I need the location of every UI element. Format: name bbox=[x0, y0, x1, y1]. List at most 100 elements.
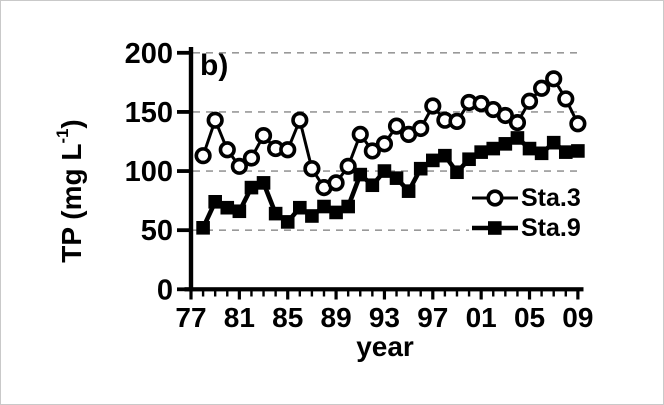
y-tick-label: 50 bbox=[141, 215, 173, 247]
x-axis-line bbox=[184, 287, 584, 292]
x-tick bbox=[540, 291, 543, 297]
x-tick-label: 09 bbox=[562, 302, 593, 333]
data-point-filled-square bbox=[546, 135, 561, 150]
data-point-open-circle bbox=[303, 160, 321, 178]
data-point-open-circle bbox=[242, 149, 261, 167]
legend-item-sta9: Sta.9 bbox=[471, 214, 581, 242]
y-axis-title-text: TP (mg L bbox=[56, 143, 88, 263]
data-point-filled-square bbox=[377, 164, 392, 178]
x-tick bbox=[443, 291, 447, 297]
data-point-open-circle bbox=[363, 142, 381, 160]
data-point-open-circle bbox=[387, 117, 406, 135]
x-tick-label: 05 bbox=[514, 302, 545, 333]
data-point-open-circle bbox=[533, 79, 551, 97]
x-tick bbox=[431, 291, 435, 300]
data-point-filled-square bbox=[498, 137, 513, 151]
y-tick-label: 100 bbox=[125, 156, 173, 188]
data-point-filled-square bbox=[558, 145, 573, 159]
data-point-open-circle bbox=[545, 70, 563, 88]
data-point-filled-square bbox=[462, 152, 476, 167]
x-tick-label: 93 bbox=[369, 302, 400, 333]
x-tick bbox=[213, 291, 217, 297]
data-point-open-circle bbox=[508, 113, 527, 132]
data-point-filled-square bbox=[196, 221, 210, 235]
data-point-open-circle bbox=[194, 147, 212, 165]
legend: Sta.3 Sta.9 bbox=[469, 183, 583, 243]
x-tick bbox=[576, 291, 580, 300]
data-point-filled-square bbox=[522, 141, 537, 156]
x-tick bbox=[467, 291, 471, 297]
x-tick-label: 77 bbox=[175, 302, 206, 333]
x-tick-label: 81 bbox=[224, 302, 255, 333]
data-point-filled-square bbox=[305, 209, 319, 223]
x-tick bbox=[516, 291, 519, 297]
x-tick-label: 97 bbox=[417, 302, 448, 333]
x-tick bbox=[359, 291, 362, 297]
data-point-open-circle bbox=[351, 125, 369, 143]
data-point-filled-square bbox=[280, 215, 295, 229]
y-tick bbox=[177, 287, 189, 292]
data-point-open-circle bbox=[569, 115, 587, 133]
x-tick bbox=[395, 291, 398, 297]
x-tick bbox=[504, 291, 507, 297]
data-point-filled-square bbox=[486, 141, 501, 156]
legend-label-sta3: Sta.3 bbox=[521, 184, 581, 212]
data-point-filled-square bbox=[293, 200, 307, 215]
data-point-filled-square bbox=[438, 148, 452, 163]
x-tick bbox=[226, 291, 229, 297]
data-point-open-circle bbox=[448, 112, 466, 130]
y-tick-label: 0 bbox=[157, 274, 173, 306]
data-point-filled-square bbox=[534, 146, 549, 161]
x-tick bbox=[310, 291, 314, 297]
data-point-filled-square bbox=[510, 131, 525, 145]
x-tick bbox=[262, 291, 265, 297]
y-tick bbox=[177, 110, 189, 114]
x-tick bbox=[419, 291, 422, 297]
x-tick bbox=[346, 291, 350, 297]
data-point-filled-square bbox=[256, 176, 271, 190]
x-tick bbox=[492, 291, 495, 297]
data-point-filled-square bbox=[426, 153, 440, 168]
data-point-filled-square bbox=[365, 178, 380, 193]
panel-label: b) bbox=[200, 49, 229, 82]
x-tick bbox=[552, 291, 555, 297]
x-tick bbox=[334, 291, 338, 300]
x-tick-label: 89 bbox=[321, 302, 352, 333]
data-point-open-circle bbox=[230, 157, 248, 175]
x-tick bbox=[274, 291, 277, 297]
data-point-open-circle bbox=[375, 135, 394, 153]
y-axis-title: TP (mg L-1) bbox=[53, 119, 88, 263]
x-tick bbox=[322, 291, 326, 297]
data-point-filled-square bbox=[329, 205, 343, 220]
y-tick bbox=[177, 228, 189, 233]
data-point-open-circle bbox=[412, 119, 430, 138]
data-point-filled-square bbox=[353, 167, 368, 182]
data-point-filled-square bbox=[220, 200, 235, 215]
x-tick bbox=[479, 291, 483, 300]
x-tick bbox=[189, 291, 193, 300]
data-point-open-circle bbox=[520, 92, 539, 110]
data-point-open-circle bbox=[218, 141, 236, 159]
legend-item-sta3: Sta.3 bbox=[471, 184, 581, 212]
legend-label-sta9: Sta.9 bbox=[521, 214, 581, 242]
x-tick bbox=[237, 291, 241, 300]
data-point-filled-square bbox=[413, 161, 428, 176]
data-point-open-circle bbox=[339, 157, 357, 175]
data-point-filled-square bbox=[341, 199, 355, 214]
data-point-open-circle bbox=[291, 111, 309, 129]
data-point-filled-square bbox=[401, 184, 416, 198]
y-axis-line bbox=[188, 47, 194, 292]
x-tick-label: 85 bbox=[272, 302, 303, 333]
data-point-filled-square bbox=[450, 165, 464, 180]
x-tick bbox=[455, 291, 459, 297]
x-tick bbox=[564, 291, 567, 297]
data-point-open-circle bbox=[424, 97, 442, 115]
x-tick bbox=[382, 291, 387, 300]
y-tick bbox=[177, 169, 189, 173]
data-point-filled-square bbox=[389, 171, 404, 185]
x-tick bbox=[407, 291, 410, 297]
y-axis-title-close: ) bbox=[56, 119, 88, 129]
x-tick bbox=[286, 291, 290, 300]
data-point-open-circle bbox=[557, 90, 575, 108]
